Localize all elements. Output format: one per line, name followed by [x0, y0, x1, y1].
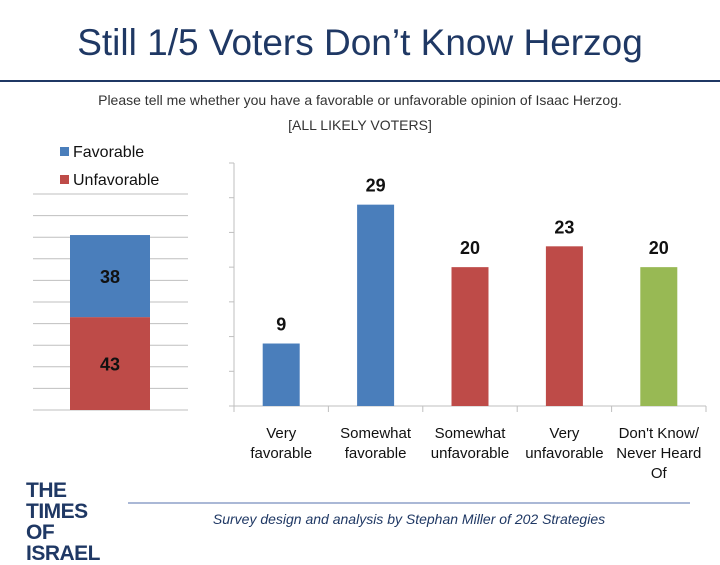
footer-credit: Survey design and analysis by Stephan Mi… — [212, 511, 606, 527]
bar — [545, 246, 583, 406]
x-tick-label: unfavorable — [431, 445, 509, 462]
legend-label-unfavorable: Unfavorable — [73, 172, 159, 189]
stacked-bar-favorable — [70, 235, 150, 318]
logo: THE TIMES OF ISRAEL — [26, 480, 122, 564]
x-tick-label: Never Heard — [616, 445, 701, 462]
bar-data-label: 9 — [276, 315, 286, 335]
bar-data-label: 20 — [649, 238, 669, 258]
x-tick-label: Somewhat — [340, 425, 412, 442]
chart-base: [ALL LIKELY VOTERS] — [288, 117, 432, 133]
logo-line-2: OF ISRAEL — [26, 521, 101, 565]
bar-data-label: 20 — [460, 238, 480, 258]
legend-swatch-favorable — [60, 147, 69, 156]
bar-data-label: 23 — [554, 217, 574, 237]
legend-swatch-unfavorable — [60, 175, 69, 184]
charts-area: Favorable Unfavorable 43 38 9 Very favorable 29… — [33, 144, 707, 482]
x-tick-label: Very — [266, 425, 297, 442]
x-tick-label: Somewhat — [435, 425, 507, 442]
x-tick-label: Very — [549, 425, 580, 442]
x-tick-label: Of — [651, 465, 668, 482]
footer-divider — [128, 502, 690, 504]
bar — [262, 343, 300, 406]
chart-question: Please tell me whether you have a favora… — [98, 92, 622, 108]
bar — [640, 267, 678, 406]
x-tick-label: favorable — [250, 445, 312, 462]
x-tick-label: Don't Know/ — [619, 425, 700, 442]
title-divider — [0, 80, 720, 82]
stacked-data-label-favorable: 38 — [100, 267, 120, 287]
stacked-data-label-unfavorable: 43 — [100, 355, 120, 375]
legend-label-favorable: Favorable — [73, 144, 144, 161]
logo-line-1: THE TIMES — [26, 479, 88, 523]
page-title: Still 1/5 Voters Don’t Know Herzog — [77, 22, 643, 63]
stacked-bar-unfavorable — [70, 317, 150, 410]
bar-data-label: 29 — [366, 176, 386, 196]
x-tick-label: unfavorable — [525, 445, 603, 462]
x-tick-label: favorable — [345, 445, 407, 462]
bar — [357, 204, 395, 406]
bar — [451, 267, 489, 406]
